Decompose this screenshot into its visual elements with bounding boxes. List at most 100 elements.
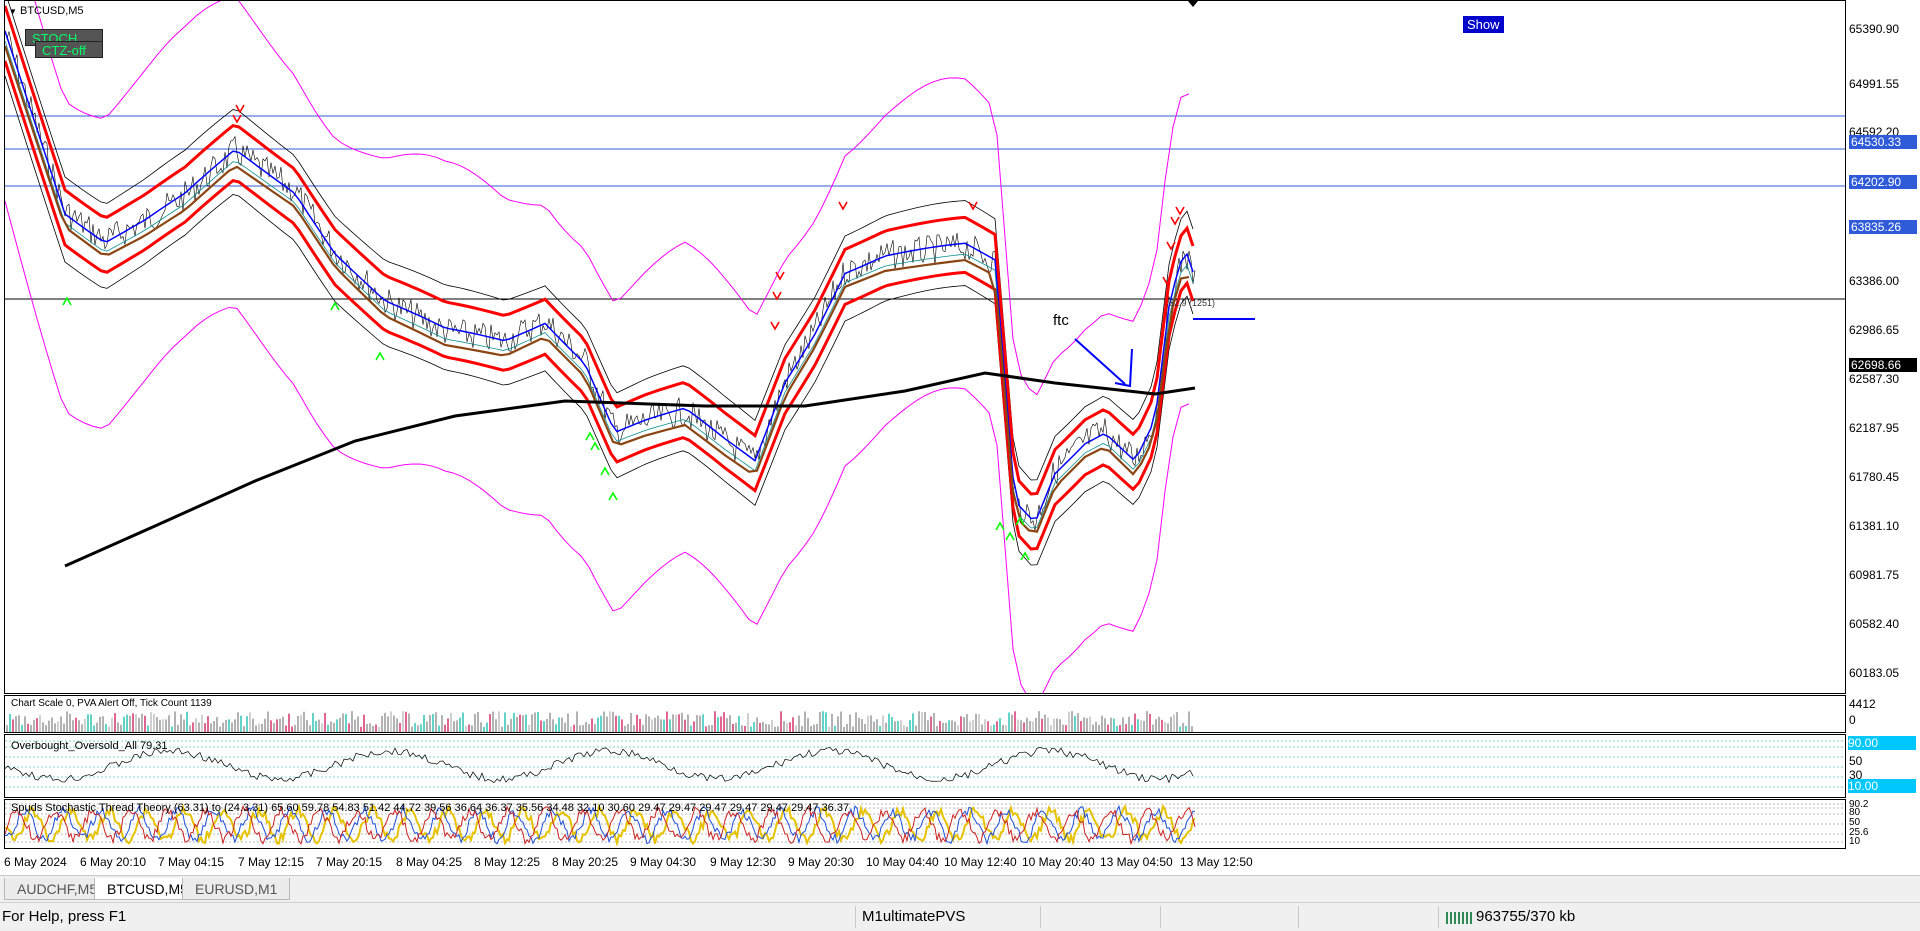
envelope-upper xyxy=(34,1,1190,396)
status-separator xyxy=(855,906,856,928)
stoch-tick: 90.2 xyxy=(1849,799,1869,810)
price-axis[interactable]: 65390.90 64991.55 64592.20 63386.00 6298… xyxy=(1846,0,1920,694)
buy-arrow-icon xyxy=(995,521,1005,531)
time-tick: 7 May 04:15 xyxy=(158,855,225,869)
ctz-indicator-button[interactable]: CTZ-off xyxy=(35,41,103,58)
price-tick: 62986.65 xyxy=(1849,323,1900,337)
hline-label[interactable]: 64530.33 xyxy=(1849,135,1917,149)
sell-arrow-icon xyxy=(968,201,978,211)
price-tick: 60582.40 xyxy=(1849,617,1900,631)
buy-arrow-icon xyxy=(1020,551,1030,561)
osc-level-10-label: 10.00 xyxy=(1848,779,1916,793)
buy-arrow-icon xyxy=(585,431,595,441)
buy-arrow-icon xyxy=(330,301,340,311)
time-tick: 9 May 04:30 xyxy=(630,855,697,869)
scroll-marker-icon[interactable] xyxy=(1188,1,1198,7)
volume-canvas xyxy=(6,711,1193,732)
oscillator-pane-label: Overbought_Oversold_All 79.31 xyxy=(11,740,168,752)
status-separator xyxy=(1040,906,1041,928)
symbol-text: BTCUSD,M5 xyxy=(19,5,84,17)
status-separator xyxy=(1160,906,1161,928)
buy-arrow-icon xyxy=(1015,516,1025,526)
hline-label[interactable]: 63835.26 xyxy=(1849,220,1917,234)
tab-btcusd-m5[interactable]: BTCUSD,M5 xyxy=(94,878,201,900)
price-tick: 63386.00 xyxy=(1849,274,1900,288)
ma-red-upper xyxy=(5,5,1195,496)
sell-arrow-icon xyxy=(770,321,780,331)
status-profile[interactable]: M1ultimatePVS xyxy=(862,908,966,925)
ma-teal xyxy=(5,40,1194,529)
oscillator-pane[interactable]: Overbought_Oversold_All 79.31 xyxy=(4,734,1846,798)
volume-tick: 0 xyxy=(1849,713,1856,727)
tab-audchf-m5[interactable]: AUDCHF,M5 xyxy=(4,878,111,900)
time-tick: 10 May 20:40 xyxy=(1022,855,1095,869)
price-chart-pane[interactable]: ▼ BTCUSD,M5 STOCH CTZ-off Show ftc 62.9 … xyxy=(4,0,1846,694)
price-tick: 60183.05 xyxy=(1849,666,1900,680)
stoch-line xyxy=(5,804,1196,846)
chart-tab-bar: AUDCHF,M5 BTCUSD,M5 EURUSD,M1 xyxy=(0,875,1920,902)
sell-arrow-icon xyxy=(1162,276,1172,286)
sell-arrow-icon xyxy=(1166,241,1176,251)
osc-level-90-label: 90.00 xyxy=(1848,736,1916,750)
volume-pane[interactable]: Chart Scale 0, PVA Alert Off, Tick Count… xyxy=(4,695,1846,733)
time-tick: 9 May 20:30 xyxy=(788,855,855,869)
osc-tick: 30 xyxy=(1849,768,1863,782)
stochastic-pane-label: Spuds Stochastic Thread Theory (63.31) t… xyxy=(11,802,850,814)
stoch-tick: 25.6 xyxy=(1849,827,1869,838)
time-tick: 13 May 12:50 xyxy=(1180,855,1253,869)
sell-arrow-icon xyxy=(235,104,245,114)
status-traffic: 963755/370 kb xyxy=(1476,908,1576,925)
price-chart-canvas[interactable] xyxy=(5,1,1846,694)
sell-arrow-icon xyxy=(772,291,782,301)
price-tick: 60981.75 xyxy=(1849,568,1900,582)
stoch-tick: 10 xyxy=(1849,836,1861,847)
stochastic-pane[interactable]: Spuds Stochastic Thread Theory (63.31) t… xyxy=(4,799,1846,849)
status-separator xyxy=(1298,906,1299,928)
symbol-label: ▼ BTCUSD,M5 xyxy=(9,5,84,17)
connection-bars-icon[interactable] xyxy=(1446,912,1472,924)
oscillator-line xyxy=(5,747,1194,784)
time-tick: 7 May 20:15 xyxy=(316,855,383,869)
price-tick: 61381.10 xyxy=(1849,519,1900,533)
buy-arrow-icon xyxy=(590,441,600,451)
sell-arrow-icon xyxy=(1175,206,1185,216)
time-tick: 6 May 2024 xyxy=(4,855,67,869)
stoch-tick: 80 xyxy=(1849,807,1861,818)
buy-arrow-icon xyxy=(600,466,610,476)
show-button[interactable]: Show xyxy=(1463,16,1504,33)
oscillator-axis: 90.00 50 30 10.00 xyxy=(1846,734,1920,798)
hline-label[interactable]: 64202.90 xyxy=(1849,175,1917,189)
buy-arrow-icon xyxy=(1005,531,1015,541)
sell-arrow-icon xyxy=(775,271,785,281)
volume-axis: 4412 0 xyxy=(1846,695,1920,733)
annotation-arrow-head xyxy=(1114,348,1133,388)
status-separator xyxy=(1438,906,1439,928)
buy-arrow-icon xyxy=(62,296,72,306)
stoch-tick: 50 xyxy=(1849,817,1861,828)
time-axis[interactable]: 6 May 2024 6 May 20:10 7 May 04:15 7 May… xyxy=(0,849,1920,875)
time-tick: 7 May 12:15 xyxy=(238,855,305,869)
volume-tick: 4412 xyxy=(1849,697,1876,711)
stochastic-axis: 90.2 80 50 25.6 10 xyxy=(1846,799,1920,849)
chart-menu-icon: ▼ xyxy=(9,7,17,16)
annotation-arrow xyxy=(1074,338,1126,385)
envelope-lower xyxy=(5,200,1190,693)
sell-arrow-icon xyxy=(838,201,848,211)
osc-tick: 50 xyxy=(1849,754,1863,768)
tab-eurusd-m1[interactable]: EURUSD,M1 xyxy=(182,878,291,900)
price-tick: 62187.95 xyxy=(1849,421,1900,435)
bar-info-label: 62.9 (1251) xyxy=(1169,298,1216,308)
sell-arrow-icon xyxy=(1170,216,1180,226)
time-tick: 8 May 04:25 xyxy=(396,855,463,869)
price-tick: 65390.90 xyxy=(1849,22,1900,36)
stoch-line xyxy=(5,804,1196,846)
ma-blue xyxy=(5,30,1194,520)
status-bar: For Help, press F1 M1ultimatePVS 963755/… xyxy=(0,902,1920,931)
annotation-ftc: ftc xyxy=(1053,312,1069,329)
time-tick: 10 May 12:40 xyxy=(944,855,1017,869)
ma-brown xyxy=(5,45,1190,533)
price-tick: 62587.30 xyxy=(1849,372,1900,386)
oscillator-canvas xyxy=(5,740,1845,788)
time-tick: 6 May 20:10 xyxy=(80,855,147,869)
time-tick: 8 May 20:25 xyxy=(552,855,619,869)
